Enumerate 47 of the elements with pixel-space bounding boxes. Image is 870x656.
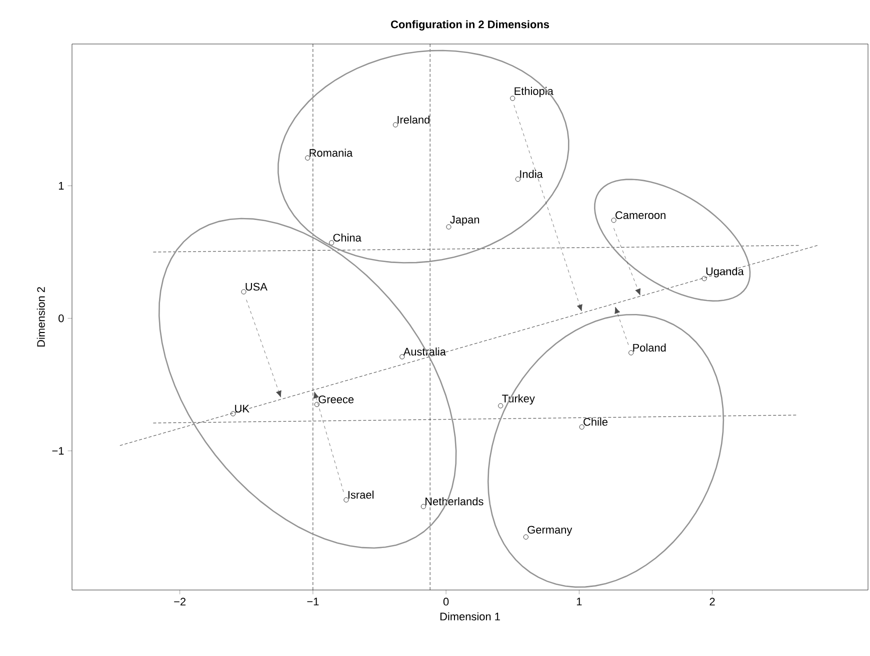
annotation: China	[333, 234, 362, 242]
annotation: Uganda	[706, 267, 744, 278]
point	[523, 534, 528, 540]
annotation: Greece	[318, 396, 354, 404]
point	[329, 240, 334, 246]
annotation: Japan	[450, 216, 480, 226]
annotation: Turkey	[502, 394, 535, 405]
point	[611, 218, 616, 223]
point	[510, 96, 516, 101]
point	[702, 276, 707, 282]
point	[628, 350, 634, 356]
point	[344, 497, 349, 502]
annotation: Romania	[310, 148, 353, 157]
annotation: Australia	[403, 348, 446, 356]
point	[579, 424, 584, 430]
point	[498, 403, 504, 408]
point	[515, 176, 520, 182]
point	[446, 224, 452, 230]
x-tick-label: 1	[576, 598, 582, 606]
annotation: Ireland	[398, 116, 430, 124]
chart-title: Configuration in 2 Dimensions	[391, 20, 550, 30]
annotation: Ethiopia	[514, 86, 554, 98]
x-tick-label: 0	[443, 598, 449, 606]
point	[230, 411, 236, 416]
annotation: Netherlands	[426, 497, 484, 506]
y-tick-label: 0	[58, 314, 64, 322]
y-axis-title: Dimension 2	[36, 287, 45, 347]
point	[241, 289, 246, 294]
annotation: UK	[235, 404, 250, 413]
annotation: Poland	[633, 344, 666, 352]
x-tick-label: −1	[307, 598, 319, 606]
y-tick-label: 1	[58, 182, 64, 190]
x-axis-title: Dimension 1	[440, 612, 500, 620]
y-tick-label: −1	[52, 447, 64, 455]
point	[420, 504, 426, 510]
annotation: India	[520, 170, 543, 178]
x-tick-label: −2	[174, 598, 186, 606]
point	[392, 122, 398, 128]
point	[400, 354, 405, 360]
point	[305, 155, 310, 160]
annotation: USA	[246, 282, 268, 291]
annotation: Israel	[348, 490, 374, 499]
x-tick-label: 2	[710, 598, 715, 606]
annotation: Germany	[528, 526, 572, 536]
annotation: Chile	[584, 418, 608, 426]
point	[314, 402, 320, 407]
annotation: Cameroon	[616, 211, 666, 220]
